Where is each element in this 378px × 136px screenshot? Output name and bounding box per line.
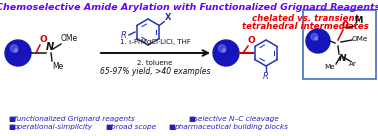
Circle shape: [14, 49, 18, 52]
Text: functionalized Grignard reagents: functionalized Grignard reagents: [14, 116, 135, 122]
Text: OMe: OMe: [352, 36, 369, 42]
Text: O: O: [248, 36, 256, 45]
Circle shape: [11, 45, 18, 52]
Text: ■: ■: [8, 124, 15, 130]
Text: O: O: [39, 35, 47, 44]
Text: selective N–C cleavage: selective N–C cleavage: [194, 116, 279, 122]
Text: chelated vs. transient: chelated vs. transient: [252, 14, 358, 23]
Text: R: R: [263, 72, 269, 81]
Text: Chemoselective Amide Arylation with Functionalized Grignard Reagents: Chemoselective Amide Arylation with Func…: [0, 3, 378, 12]
Circle shape: [213, 40, 239, 66]
Text: OMe: OMe: [61, 34, 78, 43]
Circle shape: [311, 33, 318, 40]
Circle shape: [223, 49, 226, 52]
Text: ■: ■: [188, 116, 195, 122]
Text: tetrahedral intermediates: tetrahedral intermediates: [242, 22, 369, 31]
Text: pharmaceutical building blocks: pharmaceutical building blocks: [174, 124, 288, 130]
Text: broad scope: broad scope: [111, 124, 156, 130]
Circle shape: [315, 37, 318, 40]
Text: O: O: [342, 21, 349, 30]
Circle shape: [5, 40, 31, 66]
Text: operational-simplicity: operational-simplicity: [14, 124, 93, 130]
Text: 65-97% yield, >40 examples: 65-97% yield, >40 examples: [100, 67, 210, 76]
FancyBboxPatch shape: [302, 10, 375, 78]
Text: Me: Me: [324, 64, 335, 70]
Text: Ar: Ar: [349, 61, 357, 67]
Text: Me: Me: [52, 62, 63, 71]
Circle shape: [218, 45, 226, 52]
Circle shape: [306, 29, 330, 53]
Text: N: N: [339, 54, 347, 63]
Text: ■: ■: [168, 124, 175, 130]
Text: M: M: [354, 16, 362, 25]
Text: N: N: [46, 42, 54, 52]
Text: ■: ■: [105, 124, 112, 130]
Text: 2. toluene: 2. toluene: [137, 60, 173, 66]
Text: X: X: [165, 13, 172, 21]
Text: 1. ι-PrMgCl·LiCl, THF: 1. ι-PrMgCl·LiCl, THF: [119, 39, 191, 45]
Text: R: R: [121, 32, 127, 41]
Text: ■: ■: [8, 116, 15, 122]
